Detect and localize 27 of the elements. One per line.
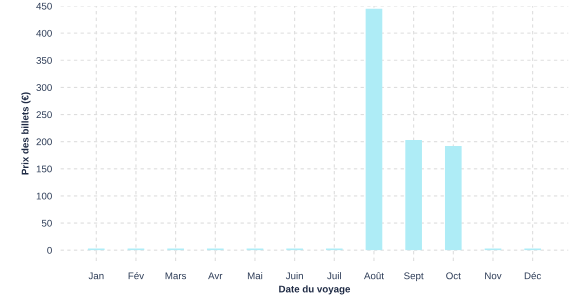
- y-tick-label: 350: [36, 56, 52, 64]
- bar: [366, 8, 382, 250]
- bar: [405, 140, 422, 250]
- x-tick-label: Sept: [404, 272, 424, 282]
- x-tick-label: Mai: [248, 272, 262, 280]
- x-tick-label: Fév: [128, 272, 144, 280]
- x-tick-label: Mars: [166, 272, 186, 280]
- x-tick-label: Jan: [88, 272, 104, 280]
- x-tick-label: Août: [364, 272, 384, 280]
- y-axis-title: Prix des billets (€): [21, 92, 30, 174]
- y-tick-label: 450: [36, 2, 52, 10]
- y-tick-label: 150: [36, 166, 52, 172]
- x-tick-label: Nov: [485, 272, 502, 280]
- y-tick-label: 0: [47, 246, 52, 254]
- x-tick-label: Oct: [446, 272, 461, 280]
- y-tick-label: 250: [36, 111, 52, 118]
- x-tick-label: Juil: [327, 272, 341, 280]
- y-tick-label: 50: [42, 220, 52, 227]
- y-tick-label: 300: [36, 84, 52, 91]
- x-tick-label: Avr: [208, 272, 222, 280]
- bar: [444, 146, 462, 250]
- y-tick-label: 200: [36, 138, 52, 146]
- x-axis-title: Date du voyage: [279, 285, 350, 294]
- x-tick-label: Juin: [286, 272, 303, 280]
- x-tick-label: Déc: [524, 272, 542, 280]
- y-tick-label: 400: [36, 30, 52, 37]
- y-tick-label: 100: [36, 192, 52, 200]
